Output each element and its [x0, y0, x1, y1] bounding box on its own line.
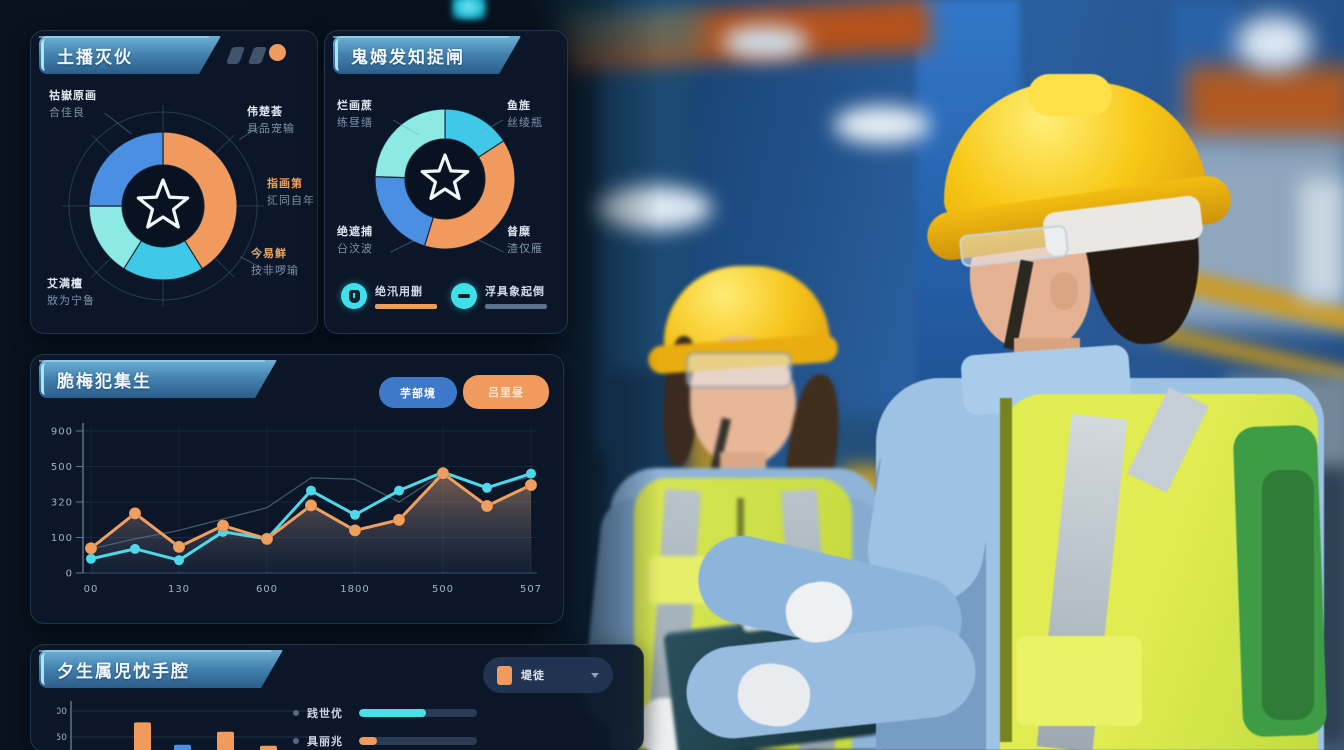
legend-pill[interactable]: 堤徒: [483, 657, 613, 693]
svg-text:130: 130: [168, 584, 190, 595]
chevron-down-icon: [591, 672, 599, 678]
svg-text:00: 00: [84, 584, 99, 595]
donut-chart-1: [62, 105, 264, 307]
progress-bar: [359, 709, 477, 717]
svg-text:507: 507: [520, 584, 542, 595]
svg-text:900: 900: [51, 427, 73, 438]
panel-donut-breakdown: 鬼姆发知捉闸 烂画蔗 练昼缮 鱼旌 丝绫瓶 绝遮捕 㕣汶波 㫺糜 渣仅雁 绝汛用…: [324, 30, 568, 334]
legend-underline: [375, 304, 437, 309]
legend-item: 绝汛用删: [341, 283, 437, 309]
ear: [1050, 272, 1078, 310]
svg-text:1800: 1800: [340, 584, 369, 595]
slash-decoration: [225, 47, 246, 64]
donut-callout: 绝遮捕 㕣汶波: [337, 225, 373, 255]
progress-row: 具丽兆: [293, 733, 477, 749]
bullet-dot: [293, 710, 299, 716]
svg-text:500: 500: [432, 584, 454, 595]
series-filter-button-orange[interactable]: 吕里昼: [463, 375, 549, 409]
panel-title: 夕生属児忱手腔: [57, 661, 190, 682]
legend-label: 浮具象起倒: [485, 285, 545, 298]
svg-text:0: 0: [66, 569, 73, 580]
vest-pocket: [1016, 636, 1142, 726]
donut-callout: 今易鲜 技非啰瑜: [251, 247, 299, 277]
donut-callout: 指画第 㧟同自年: [267, 177, 315, 207]
vest-trim: [1000, 398, 1012, 742]
legend-item: 浮具象起倒: [451, 283, 547, 309]
panel-title: 土播灭伙: [57, 47, 133, 68]
ceiling-light: [722, 26, 808, 58]
progress-label: 践世优: [307, 707, 343, 720]
panel-header: 夕生属児忱手腔: [39, 650, 283, 688]
machinery: [1300, 180, 1344, 300]
progress-bar: [359, 737, 477, 745]
orange-swatch: [497, 665, 512, 685]
ceiling-light: [834, 106, 930, 144]
svg-text:100: 100: [57, 707, 67, 717]
panel-line-chart: 脆梅犯集生 芋部境 吕里昼 900 500 320 100 0 00 130 600 1800 5…: [30, 354, 564, 624]
bar-chart: 100 50: [57, 701, 309, 750]
panel-bar-chart: 夕生属児忱手腔 堤徒 100 50 践世优 具丽兆: [30, 644, 644, 750]
legend-label: 绝汛用删: [375, 285, 423, 298]
hard-hat-ridge: [1028, 74, 1112, 116]
svg-text:600: 600: [256, 584, 278, 595]
panel-header: 土播灭伙: [39, 36, 221, 74]
donut-callout: 烂画蔗 练昼缮: [337, 99, 373, 129]
gauge-icon: [341, 283, 367, 309]
panel-title: 鬼姆发知捉闸: [351, 47, 465, 68]
legend-pill-label: 堤徒: [521, 669, 545, 682]
svg-text:100: 100: [51, 533, 73, 544]
orange-beam: [1186, 66, 1344, 144]
panel-title: 脆梅犯集生: [57, 371, 152, 392]
svg-text:320: 320: [51, 498, 73, 509]
slash-decoration: [247, 47, 268, 64]
safety-glasses: [686, 352, 792, 388]
progress-label: 具丽兆: [307, 735, 343, 748]
svg-text:500: 500: [51, 462, 73, 473]
green-vest-panel: [1262, 470, 1314, 720]
panel-header: 鬼姆发知捉闸: [333, 36, 521, 74]
donut-callout: 鱼旌 丝绫瓶: [507, 99, 543, 129]
bullet-dot: [293, 738, 299, 744]
donut-callout: 祜嶽原画 合佳良: [49, 89, 97, 119]
panel-donut-overview: 土播灭伙 祜嶽原画 合佳良 伟楚荟 具品宠输 指画第 㧟同自年 今易鲜 技非啰瑜…: [30, 30, 318, 334]
svg-text:50: 50: [57, 733, 67, 743]
donut-chart-2: [374, 108, 516, 250]
series-filter-button-blue[interactable]: 芋部境: [379, 377, 457, 408]
legend-underline: [485, 304, 547, 309]
orange-dot-decoration: [269, 44, 286, 61]
progress-row: 践世优: [293, 705, 477, 721]
donut-callout: 㫺糜 渣仅雁: [507, 225, 543, 255]
donut-callout: 艾满檀 敚为宁鲁: [47, 277, 95, 307]
donut-callout: 伟楚荟 具品宠输: [247, 105, 295, 135]
cyan-glow: [452, 0, 486, 20]
minus-icon: [451, 283, 477, 309]
panel-header: 脆梅犯集生: [39, 360, 277, 398]
ceiling-light: [1236, 16, 1312, 70]
